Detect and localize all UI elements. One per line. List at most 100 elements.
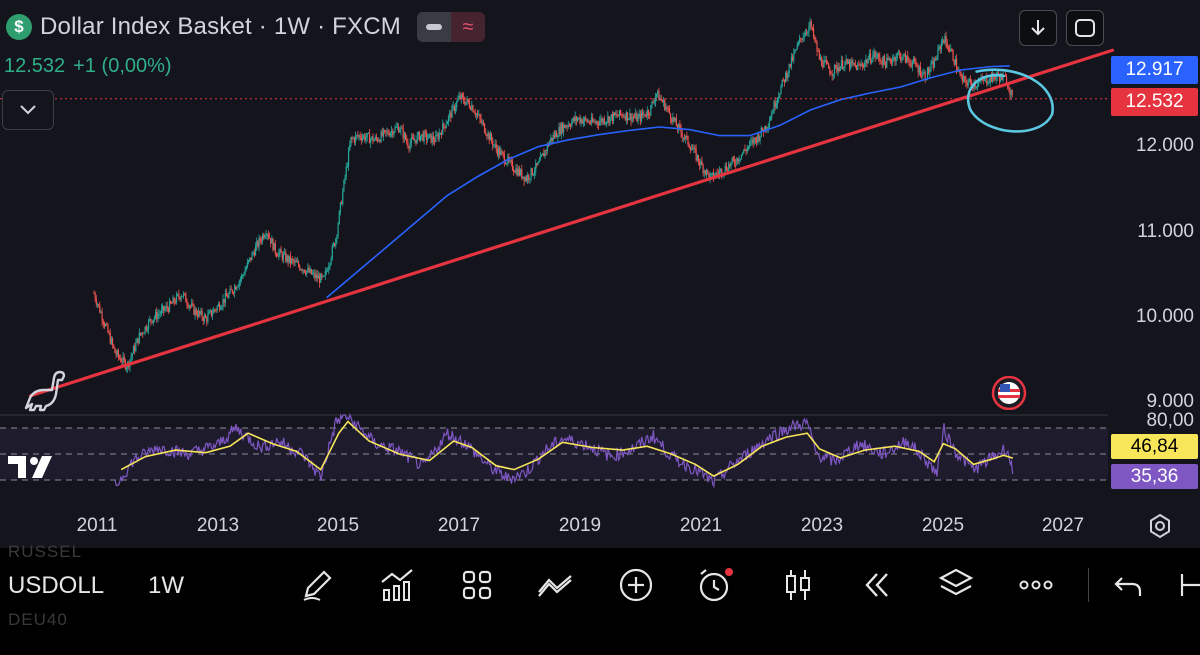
candle-body — [237, 285, 239, 288]
candle-body — [184, 293, 186, 295]
candle-body — [959, 71, 961, 75]
candle-body — [847, 61, 850, 64]
candle-body — [596, 121, 598, 124]
candle-body — [587, 121, 589, 123]
candle-body — [640, 112, 643, 121]
candle-body — [459, 95, 461, 99]
candle-body — [559, 127, 561, 135]
candle-body — [558, 127, 560, 137]
download-button[interactable] — [1019, 10, 1057, 46]
candle-body — [650, 105, 652, 115]
candle-body — [826, 62, 829, 64]
candle-body — [873, 51, 875, 56]
compare-icon[interactable] — [537, 566, 575, 604]
dinosaur-icon[interactable] — [20, 368, 68, 412]
replay-icon[interactable] — [857, 566, 895, 604]
candle-body — [514, 171, 516, 173]
candle-body — [840, 60, 843, 67]
candle-body — [815, 39, 817, 43]
candle-body — [669, 113, 672, 120]
candle-body — [885, 61, 887, 68]
candle-body — [291, 258, 293, 263]
interval-selector[interactable]: 1W — [148, 572, 184, 599]
candle-body — [221, 306, 223, 309]
candle-body — [274, 242, 276, 254]
candle-body — [116, 350, 118, 355]
us-flag-icon[interactable] — [991, 376, 1027, 410]
candle-body — [368, 133, 371, 144]
candle-body — [342, 191, 344, 205]
candle-body — [916, 65, 918, 68]
candle-body — [637, 116, 639, 122]
symbol-selector[interactable]: USDOLL — [8, 572, 105, 599]
candle-body — [695, 148, 697, 160]
candle-body — [371, 136, 373, 139]
candle-body — [330, 258, 332, 264]
candle-body — [717, 173, 719, 175]
chart-title[interactable]: Dollar Index Basket · 1W · FXCM — [40, 13, 401, 40]
candle-body — [697, 155, 700, 162]
candle-body — [481, 122, 483, 123]
candle-body — [546, 144, 548, 152]
candle-body — [273, 242, 275, 251]
candle-body — [615, 114, 617, 116]
candle-body — [483, 123, 486, 133]
candle-body — [244, 270, 246, 275]
candle-body — [751, 139, 753, 142]
candle-body — [738, 159, 740, 162]
candle-body — [896, 53, 898, 59]
candle-body — [711, 172, 714, 174]
candle-body — [313, 272, 315, 274]
candle-body — [765, 126, 767, 130]
settings-icon[interactable] — [1146, 512, 1174, 540]
candle-body — [523, 176, 525, 182]
candle-body — [1002, 75, 1004, 81]
candle-body — [473, 111, 475, 113]
candle-body — [721, 169, 723, 176]
alert-clock-icon[interactable] — [696, 566, 734, 604]
candle-body — [563, 124, 565, 133]
candle-body — [735, 163, 737, 165]
candle-body — [1005, 76, 1008, 85]
minus-icon[interactable] — [416, 12, 451, 42]
candle-body — [185, 293, 187, 303]
price-chart[interactable] — [0, 0, 1200, 548]
candle-body — [636, 113, 638, 122]
wave-icon[interactable]: ≈ — [450, 12, 485, 42]
add-circle-icon[interactable] — [617, 566, 655, 604]
candle-body — [924, 72, 926, 81]
drawing-pen-icon[interactable] — [298, 566, 336, 604]
candle-body — [793, 52, 795, 61]
candle-body — [474, 112, 476, 116]
undo-icon[interactable] — [1110, 566, 1148, 604]
candle-body — [397, 126, 400, 133]
candle-body — [883, 56, 886, 62]
candle-body — [619, 110, 622, 115]
candles-icon[interactable] — [779, 566, 817, 604]
layers-icon[interactable] — [937, 566, 975, 604]
candle-body — [554, 132, 557, 138]
candle-body — [608, 116, 610, 124]
collapse-legend-button[interactable] — [2, 90, 54, 130]
candle-body — [317, 275, 319, 279]
indicator-toggle-pill[interactable]: ≈ — [416, 12, 485, 42]
candle-body — [488, 132, 490, 141]
candle-body — [1010, 90, 1012, 96]
candle-body — [438, 133, 440, 140]
candle-body — [321, 274, 323, 277]
fullscreen-button[interactable] — [1066, 10, 1104, 46]
candle-body — [586, 119, 588, 122]
candle-body — [687, 135, 689, 145]
candle-body — [881, 61, 883, 65]
candle-body — [195, 309, 197, 315]
indicators-icon[interactable] — [378, 566, 416, 604]
candle-body — [685, 135, 687, 139]
candle-body — [421, 133, 423, 136]
candle-body — [399, 130, 401, 133]
candle-body — [285, 252, 287, 262]
redo-icon[interactable] — [1178, 566, 1200, 604]
more-icon[interactable] — [1017, 566, 1055, 604]
candle-body — [189, 305, 192, 307]
layout-grid-icon[interactable] — [458, 566, 496, 604]
candle-body — [215, 309, 217, 311]
